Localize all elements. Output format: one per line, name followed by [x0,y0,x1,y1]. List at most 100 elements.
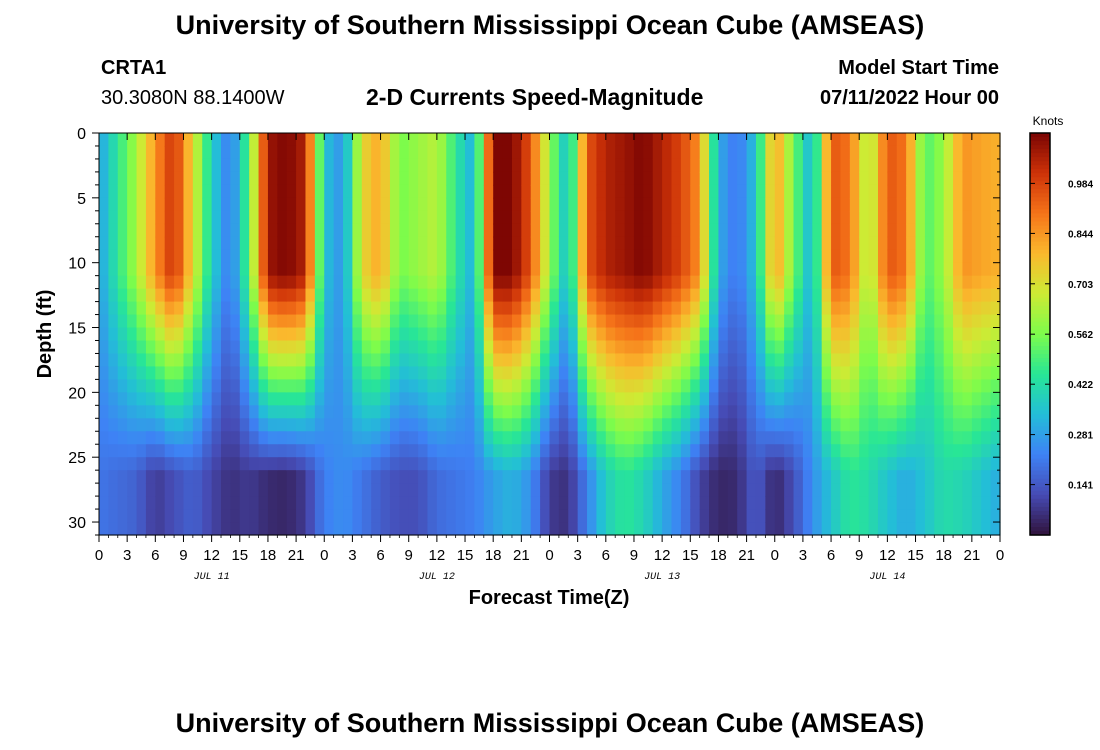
heatmap-cell [962,197,973,212]
heatmap-cell [990,249,1001,264]
heatmap-cell [221,249,231,264]
heatmap-cell [136,431,147,445]
heatmap-cell [568,210,579,225]
heatmap-cell [127,262,138,277]
heatmap-cell [183,223,194,238]
heatmap-cell [727,340,738,355]
heatmap-cell [530,327,541,342]
heatmap-cell [587,236,598,251]
heatmap-cell [615,145,626,160]
heatmap-cell [990,457,1001,471]
heatmap-cell [549,483,560,497]
heatmap-cell [483,379,494,393]
heatmap-cell [868,171,879,186]
heatmap-cell [624,405,635,419]
currents-heatmap-chart: 0 3 6 9 12 15 18 21 0 3 6 9 12 15 18 21 0 3 6 9 12 15 18 21 0 3 6 9… [34,114,1093,609]
heatmap-cell [511,158,522,173]
heatmap-cell [859,522,870,536]
heatmap-cell [981,171,992,186]
heatmap-cell [962,145,973,160]
heatmap-cell [511,366,522,380]
heatmap-cell [802,431,813,445]
heatmap-cell [136,223,147,238]
heatmap-cell [145,275,156,290]
heatmap-cell [605,496,616,510]
heatmap-cell [868,327,879,342]
heatmap-cell [333,444,344,458]
heatmap-cell [258,470,269,484]
heatmap-cell [624,236,635,251]
heatmap-cell [709,158,720,173]
heatmap-cell [267,379,278,393]
heatmap-cell [127,366,138,380]
heatmap-cell [399,418,410,432]
heatmap-cell [774,262,785,277]
heatmap-cell [859,470,870,484]
heatmap-cell [249,171,260,186]
heatmap-cell [737,379,748,393]
heatmap-cell [643,145,654,160]
heatmap-cell [136,418,147,432]
heatmap-cell [305,327,316,342]
heatmap-cell [380,158,391,173]
heatmap-cell [418,184,429,199]
heatmap-cell [962,301,973,316]
heatmap-cell [755,418,766,432]
heatmap-cell [831,314,842,329]
heatmap-cell [418,301,429,316]
heatmap-cell [793,171,804,186]
heatmap-cell [971,236,982,251]
heatmap-cell [239,431,250,445]
heatmap-cell [380,418,391,432]
heatmap-cell [164,314,175,329]
heatmap-cell [577,197,588,212]
heatmap-cell [690,262,701,277]
heatmap-cell [877,509,888,523]
heatmap-cell [455,470,466,484]
heatmap-cell [399,470,410,484]
heatmap-cell [155,184,166,199]
heatmap-cell [877,301,888,316]
heatmap-cell [202,158,213,173]
heatmap-cell [230,197,241,212]
heatmap-cell [465,496,476,510]
heatmap-cell [239,314,250,329]
heatmap-cell [249,418,260,432]
heatmap-cell [314,158,325,173]
heatmap-cell [530,509,541,523]
heatmap-cell [530,379,541,393]
heatmap-cell [746,392,757,406]
heatmap-cell [399,210,410,225]
heatmap-cell [277,158,288,173]
heatmap-cell [615,158,626,173]
heatmap-cell [399,405,410,419]
heatmap-cell [962,236,973,251]
heatmap-cell [408,262,419,277]
heatmap-cell [981,301,992,316]
colorbar-segment [1030,301,1050,307]
heatmap-cell [615,496,626,510]
heatmap-cell [906,184,917,199]
heatmap-cell [427,184,438,199]
heatmap-cell [652,145,663,160]
heatmap-cell [371,522,382,536]
heatmap-cell [699,509,710,523]
x-tick-label: 9 [405,547,413,564]
heatmap-cell [211,353,222,368]
heatmap-cell [934,288,945,303]
heatmap-cell [455,522,466,536]
heatmap-cell [145,340,156,355]
heatmap-cell [277,418,288,432]
heatmap-cell [765,288,776,303]
heatmap-cell [211,405,222,419]
heatmap-cell [540,470,551,484]
heatmap-cell [286,522,297,536]
heatmap-cell [446,327,457,342]
heatmap-cell [633,171,644,186]
heatmap-cell [962,366,973,380]
heatmap-cell [305,236,316,251]
heatmap-cell [436,353,447,368]
heatmap-cell [934,353,945,368]
heatmap-cell [399,483,410,497]
heatmap-cell [530,314,541,329]
